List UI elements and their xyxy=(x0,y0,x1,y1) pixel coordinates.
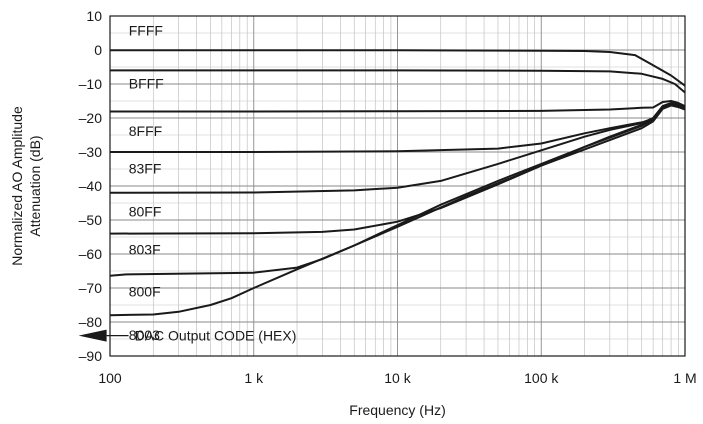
series-label-803f: 803F xyxy=(129,242,161,258)
x-tick-label: 100 xyxy=(98,370,122,386)
y-tick-label: –70 xyxy=(79,280,103,296)
series-label-ffff: FFFF xyxy=(129,23,163,39)
annotation-text: DAC Output CODE (HEX) xyxy=(135,328,297,344)
y-axis-label-line-1: Normalized AO Amplitude xyxy=(9,106,25,266)
y-tick-label: –10 xyxy=(79,76,103,92)
x-axis-label: Frequency (Hz) xyxy=(349,402,445,418)
y-tick-label: 10 xyxy=(86,8,102,24)
y-tick-label: –40 xyxy=(79,178,103,194)
series-label-83ff: 83FF xyxy=(129,160,162,176)
series-label-800f: 800F xyxy=(129,284,161,300)
y-tick-label: –30 xyxy=(79,144,103,160)
x-tick-labels: 100 1 k 10 k 100 k 1 M xyxy=(98,370,696,386)
y-tick-label: –60 xyxy=(79,246,103,262)
x-tick-label: 1 k xyxy=(244,370,264,386)
y-tick-label: –80 xyxy=(79,314,103,330)
y-tick-label: –90 xyxy=(79,348,103,364)
code-annotation: DAC Output CODE (HEX) xyxy=(79,328,297,344)
y-tick-labels: 10 0 –10 –20 –30 –40 –50 –60 –70 –80 –90 xyxy=(79,8,103,364)
y-tick-label: 0 xyxy=(94,42,102,58)
x-tick-label: 10 k xyxy=(384,370,411,386)
y-tick-label: –50 xyxy=(79,212,103,228)
x-tick-label: 100 k xyxy=(524,370,559,386)
series-label-80ff: 80FF xyxy=(129,204,162,220)
annotation-arrow-icon xyxy=(79,330,107,342)
series-label-bfff: BFFF xyxy=(129,75,164,91)
x-tick-label: 1 M xyxy=(673,370,696,386)
series-label-8fff: 8FFF xyxy=(129,123,162,139)
y-tick-label: –20 xyxy=(79,110,103,126)
y-axis-label-line-2: Attenuation (dB) xyxy=(27,135,43,236)
